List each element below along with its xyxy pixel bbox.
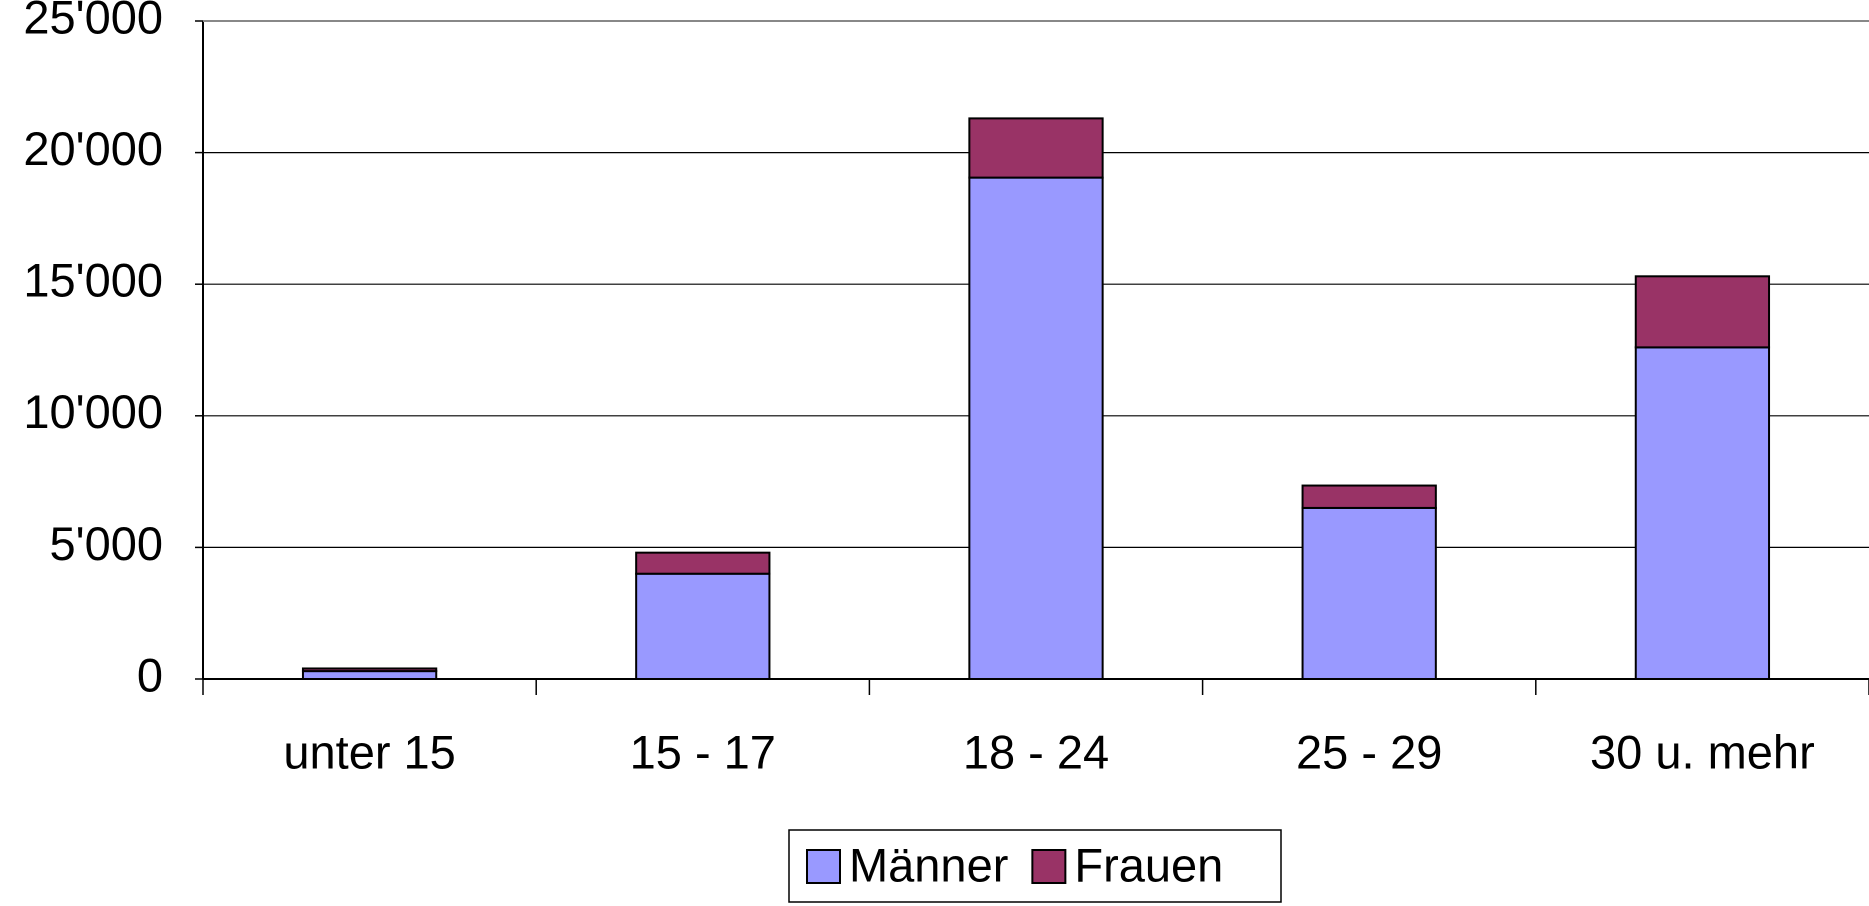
bar-segment (1634, 346, 1771, 680)
y-tick-label: 20'000 (23, 122, 163, 175)
legend-swatch (806, 849, 841, 884)
y-tick-label: 10'000 (23, 385, 163, 438)
bar-segment (968, 117, 1104, 179)
bar-segment (301, 670, 438, 681)
y-tick-label: 15'000 (23, 254, 163, 307)
legend-swatch (1031, 849, 1067, 884)
x-tick-label: 25 - 29 (1296, 725, 1442, 778)
bar-segment (635, 551, 771, 575)
legend-label: Männer (849, 838, 1008, 891)
legend-label: Frauen (1074, 838, 1223, 891)
y-tick-label: 25'000 (23, 0, 163, 43)
bar-segment (1301, 506, 1437, 681)
bar-segment (1301, 484, 1437, 509)
bar-segment (968, 176, 1104, 680)
bar-segment (635, 572, 771, 680)
y-tick-label: 0 (137, 648, 163, 701)
x-tick-label: 18 - 24 (963, 725, 1109, 778)
y-tick-label: 5'000 (49, 517, 163, 570)
bar-segment (1634, 275, 1771, 349)
x-tick-label: 15 - 17 (630, 725, 776, 778)
x-tick-label: 30 u. mehr (1590, 725, 1815, 778)
x-tick-label: unter 15 (283, 725, 455, 778)
bar-segment (301, 667, 438, 673)
